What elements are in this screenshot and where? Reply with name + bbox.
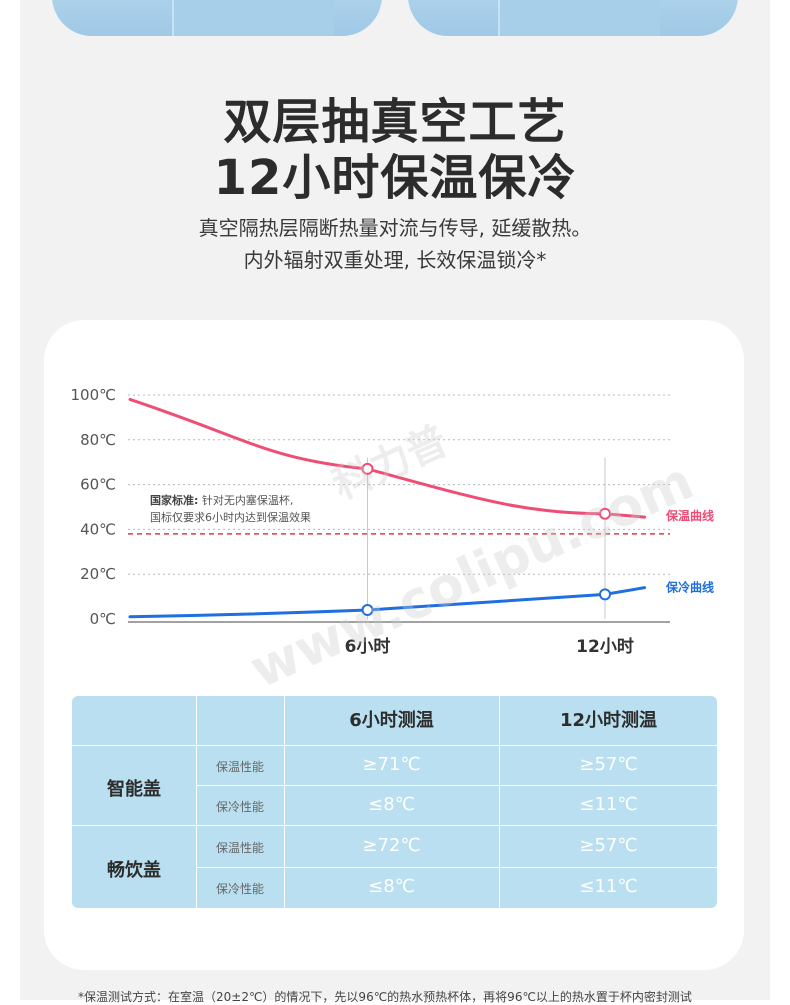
divider (72, 825, 717, 826)
standard-annotation: 国家标准: 针对无内塞保温杯, 国标仅要求6小时内达到保温效果 (150, 493, 311, 524)
group-label-drink-lid: 畅饮盖 (107, 860, 161, 881)
annotation-line2: 国标仅要求6小时内达到保温效果 (150, 510, 311, 524)
chart-series (128, 397, 647, 619)
bottle-shape (498, 0, 660, 36)
col-header-6h: 6小时测温 (349, 710, 434, 731)
y-tick-label: 80℃ (80, 431, 116, 449)
product-image-right: ★ (408, 0, 738, 36)
row-label: 保温性能 (215, 760, 264, 774)
row-label: 保温性能 (215, 841, 264, 855)
watermark-brand: 科力普 (326, 418, 454, 509)
table-cell: ≤11℃ (579, 794, 638, 815)
test-table: 6小时测温 12小时测温 智能盖 畅饮盖 保温性能 保冷性能 保温性能 保冷性能… (72, 696, 717, 908)
headline-line2: 12小时保温保冷 (213, 150, 577, 206)
divider (196, 785, 717, 786)
bottle-shape (172, 0, 334, 36)
subtitle-line1: 真空隔热层隔断热量对流与传导, 延缓散热。 (198, 216, 592, 240)
col-header-12h: 12小时测温 (559, 710, 658, 731)
table-cell: ≤11℃ (579, 876, 638, 897)
series-label: 保冷曲线 (665, 580, 714, 595)
watermark-url: www.colipu.com (242, 451, 703, 700)
table-cell: ≤8℃ (368, 794, 415, 815)
table-cell: ≥57℃ (579, 835, 638, 856)
headline-line1: 双层抽真空工艺 (223, 94, 567, 150)
table-cell: ≥57℃ (579, 754, 638, 775)
subtitle-line2: 内外辐射双重处理, 长效保温锁冷* (243, 248, 547, 272)
y-tick-label: 20℃ (80, 565, 116, 583)
x-tick-label: 12小时 (576, 637, 634, 657)
table-cell: ≤8℃ (368, 876, 415, 897)
divider (196, 867, 717, 868)
annotation-title: 国家标准: (150, 493, 198, 507)
footnote: *保温测试方式：在室温（20±2℃）的情况下，先以96℃的热水预热杯体，再将96… (78, 990, 692, 1004)
y-tick-label: 60℃ (80, 476, 116, 494)
series-label: 保温曲线 (665, 508, 714, 523)
y-tick-label: 100℃ (71, 386, 116, 404)
data-point (599, 588, 611, 601)
data-point (599, 507, 611, 520)
divider (499, 696, 500, 908)
data-point (361, 604, 374, 617)
group-label-smart-lid: 智能盖 (107, 779, 161, 800)
divider (196, 696, 197, 908)
y-tick-label: 40℃ (80, 520, 116, 538)
chart-grid (128, 394, 670, 623)
annotation-line1: 针对无内塞保温杯, (198, 493, 293, 507)
x-tick-label: 6小时 (345, 637, 391, 657)
row-label: 保冷性能 (215, 882, 264, 896)
divider (72, 745, 717, 746)
row-label: 保冷性能 (215, 800, 264, 814)
product-image-left: ★ (52, 0, 382, 36)
divider (284, 696, 285, 908)
data-point (361, 462, 374, 475)
table-cell: ≥72℃ (362, 835, 421, 856)
y-tick-label: 0℃ (90, 610, 116, 628)
svg-text:国家标准: 针对无内塞保温杯,: 国家标准: 针对无内塞保温杯, (150, 493, 293, 507)
table-cell: ≥71℃ (362, 754, 421, 775)
